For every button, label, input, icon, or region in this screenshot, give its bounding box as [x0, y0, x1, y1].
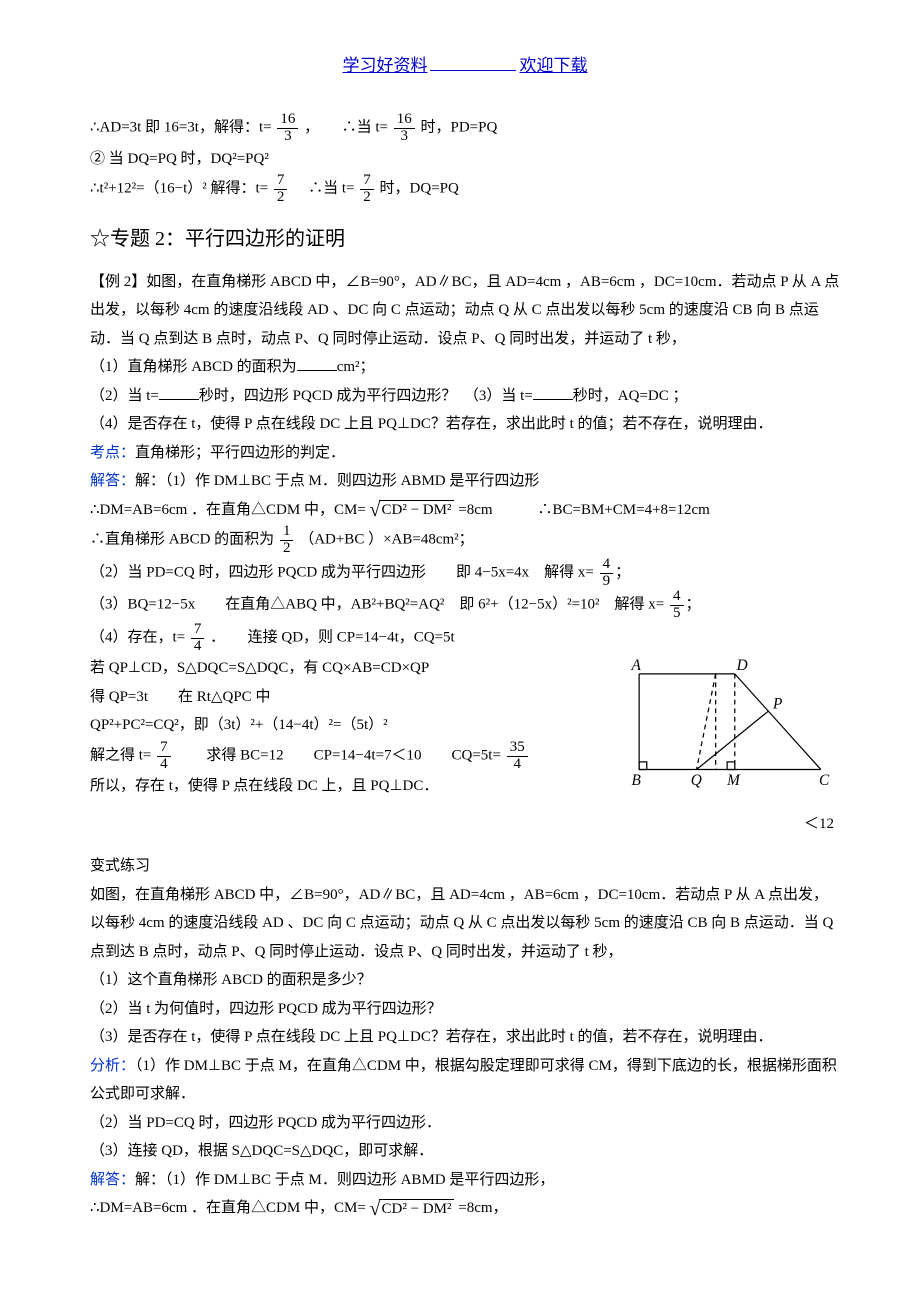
- var-ans-head: 解答：解：（1）作 DM⊥BC 于点 M．则四边形 ABMD 是平行四边形，: [90, 1166, 840, 1195]
- fill-blank: [297, 355, 337, 371]
- fraction: 45: [670, 589, 684, 622]
- var-a1: ∴DM=AB=6cm ．在直角△CDM 中，CM= √CD² − DM² =8c…: [90, 1194, 840, 1223]
- svg-text:M: M: [726, 772, 741, 789]
- svg-text:Q: Q: [691, 772, 702, 789]
- header-gap: [430, 70, 516, 71]
- fraction: 49: [600, 557, 614, 590]
- topic-2-title: ☆专题 2：平行四边形的证明: [90, 220, 840, 258]
- label-jieda: 解答：: [90, 1172, 135, 1188]
- ex2-a9: 解之得 t= 74 求得 BC=12 CP=14−4t=7＜10 CQ=5t= …: [90, 740, 606, 773]
- s1-line3: ∴t²+12²=（16−t）² 解得：t= 72 ∴当 t= 72 时，DQ=P…: [90, 173, 840, 206]
- fraction: 163: [277, 112, 298, 145]
- ex2-a6: 若 QP⊥CD，S△DQC=S△DQC，有 CQ×AB=CD×QP: [90, 654, 606, 683]
- fraction: 74: [157, 740, 171, 773]
- fraction: 163: [394, 112, 415, 145]
- header-right: 欢迎下载: [520, 56, 588, 75]
- ex2-a10: 所以，存在 t，使得 P 点在线段 DC 上，且 PQ⊥DC．: [90, 772, 606, 801]
- fill-blank: [533, 384, 573, 400]
- ex2-a1: ∴DM=AB=6cm ．在直角△CDM 中，CM= √CD² − DM² =8c…: [90, 496, 840, 525]
- header-left: 学习好资料: [343, 56, 428, 75]
- ex2-q1: （1）直角梯形 ABCD 的面积为cm²；: [90, 353, 840, 382]
- fraction: 12: [280, 524, 294, 557]
- var-title: 变式练习: [90, 852, 840, 881]
- ex2-stem: 【例 2】如图，在直角梯形 ABCD 中，∠B=90°，AD∥BC，且 AD=4…: [90, 268, 840, 354]
- page-header: 学习好资料 欢迎下载: [90, 50, 840, 82]
- sqrt: √CD² − DM²: [370, 1199, 455, 1219]
- ex2-a4: （3）BQ=12−5x 在直角△ABQ 中，AB²+BQ²=AQ² 即 6²+（…: [90, 589, 840, 622]
- ex2-a9-tail: ＜12: [620, 810, 840, 839]
- ex2-body-with-figure: 若 QP⊥CD，S△DQC=S△DQC，有 CQ×AB=CD×QP 得 QP=3…: [90, 654, 840, 838]
- ex2-a5: （4）存在，t= 74 ． 连接 QD，则 CP=14−4t，CQ=5t: [90, 622, 840, 655]
- fill-blank: [159, 384, 199, 400]
- ex2-q4: （4）是否存在 t，使得 P 点在线段 DC 上且 PQ⊥DC？若存在，求出此时…: [90, 410, 840, 439]
- var-q1: （1）这个直角梯形 ABCD 的面积是多少？: [90, 966, 840, 995]
- ex2-a3: （2）当 PD=CQ 时，四边形 PQCD 成为平行四边形 即 4−5x=4x …: [90, 557, 840, 590]
- ex2-a2: ∴直角梯形 ABCD 的面积为 12 （AD+BC ）×AB=48cm²；: [90, 524, 840, 557]
- ex2-kaodian: 考点：直角梯形；平行四边形的判定．: [90, 439, 840, 468]
- label-fenxi: 分析：: [90, 1058, 135, 1074]
- trapezoid-figure: A D P B Q M C ＜12: [620, 654, 840, 838]
- ex2-ans-head: 解答：解：（1）作 DM⊥BC 于点 M．则四边形 ABMD 是平行四边形: [90, 467, 840, 496]
- label-kaodian: 考点：: [90, 445, 135, 461]
- svg-text:B: B: [631, 772, 641, 789]
- var-stem: 如图，在直角梯形 ABCD 中，∠B=90°，AD∥BC，且 AD=4cm ，A…: [90, 881, 840, 967]
- label-jieda: 解答：: [90, 473, 135, 489]
- ex2-a8: QP²+PC²=CQ²，即（3t）²+（14−4t）²=（5t）²: [90, 711, 606, 740]
- sqrt: √CD² − DM²: [370, 500, 455, 520]
- var-fx3: （3）连接 QD，根据 S△DQC=S△DQC，即可求解．: [90, 1137, 840, 1166]
- fraction: 74: [191, 622, 205, 655]
- ex2-a7: 得 QP=3t 在 Rt△QPC 中: [90, 683, 606, 712]
- fraction: 72: [360, 173, 374, 206]
- svg-text:A: A: [630, 657, 641, 674]
- var-fenxi: 分析：（1）作 DM⊥BC 于点 M，在直角△CDM 中，根据勾股定理即可求得 …: [90, 1052, 840, 1109]
- fraction: 354: [507, 740, 528, 773]
- s1-line1: ∴AD=3t 即 16=3t，解得：t= 163 ， ∴当 t= 163 时，P…: [90, 112, 840, 145]
- ex2-q2q3: （2）当 t=秒时，四边形 PQCD 成为平行四边形？ （3）当 t=秒时，AQ…: [90, 382, 840, 411]
- svg-text:D: D: [736, 657, 748, 674]
- svg-text:C: C: [819, 772, 830, 789]
- var-q2: （2）当 t 为何值时，四边形 PQCD 成为平行四边形？: [90, 995, 840, 1024]
- var-q3: （3）是否存在 t，使得 P 点在线段 DC 上且 PQ⊥DC？若存在，求出此时…: [90, 1023, 840, 1052]
- fraction: 72: [274, 173, 288, 206]
- svg-text:P: P: [772, 696, 782, 713]
- var-fx2: （2）当 PD=CQ 时，四边形 PQCD 成为平行四边形．: [90, 1109, 840, 1138]
- s1-line2: ② 当 DQ=PQ 时，DQ²=PQ²: [90, 145, 840, 174]
